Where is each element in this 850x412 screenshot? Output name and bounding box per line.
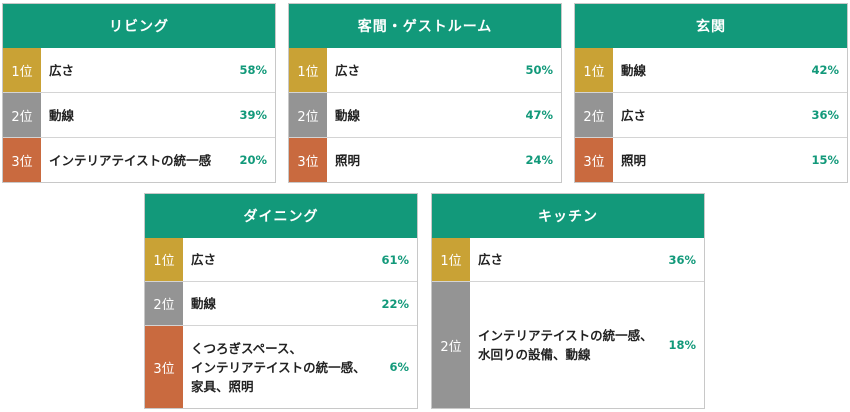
card-entrance: 玄関 1位 動線 42% 2位 広さ 36% 3位 照明 15% [574,3,848,183]
percentage: 47% [525,108,553,122]
percentage: 20% [239,153,267,167]
item-label: 動線 [49,107,75,123]
ranking-row: 1位 広さ 58% [3,48,275,92]
ranking-row: 3位 インテリアテイストの統一感 20% [3,137,275,182]
item-label: 広さ [49,62,75,78]
ranking-row: 1位 広さ 61% [145,238,417,281]
card-title: 客間・ゲストルーム [289,4,561,48]
percentage: 15% [811,153,839,167]
rank-badge: 1位 [3,48,41,92]
item-label: インテリアテイストの統一感 [49,152,212,168]
rank-badge: 3位 [575,138,613,182]
rank-badge: 1位 [432,238,470,281]
item-label: インテリアテイストの統一感、 水回りの設備、動線 [478,328,653,362]
card-guest-room: 客間・ゲストルーム 1位 広さ 50% 2位 動線 47% 3位 照明 24% [288,3,562,183]
item-label: 動線 [621,62,647,78]
ranking-row: 1位 広さ 36% [432,238,704,281]
ranking-row: 3位 照明 15% [575,137,847,182]
ranking-row: 3位 照明 24% [289,137,561,182]
rank-badge: 2位 [289,93,327,137]
rank-badge: 3位 [289,138,327,182]
item-label: 照明 [621,152,647,168]
rank-badge: 2位 [3,93,41,137]
card-kitchen: キッチン 1位 広さ 36% 2位 インテリアテイストの統一感、 水回りの設備、… [431,193,705,409]
card-dining: ダイニング 1位 広さ 61% 2位 動線 22% 3位 くつろぎスペース、 イ… [144,193,418,409]
percentage: 42% [811,63,839,77]
percentage: 36% [668,252,696,267]
rank-badge: 2位 [575,93,613,137]
ranking-row: 2位 インテリアテイストの統一感、 水回りの設備、動線 18% [432,281,704,408]
percentage: 50% [525,63,553,77]
ranking-row: 2位 広さ 36% [575,92,847,137]
ranking-row: 3位 くつろぎスペース、 インテリアテイストの統一感、 家具、照明 6% [145,325,417,408]
ranking-row: 2位 動線 47% [289,92,561,137]
rank-badge: 2位 [432,282,470,408]
card-title: キッチン [432,194,704,238]
percentage: 18% [668,338,696,352]
percentage: 36% [811,108,839,122]
rank-badge: 2位 [145,282,183,325]
item-label: 広さ [335,62,361,78]
rank-badge: 1位 [575,48,613,92]
item-label: くつろぎスペース、 インテリアテイストの統一感、 家具、照明 [191,340,366,394]
card-title: ダイニング [145,194,417,238]
ranking-row: 1位 広さ 50% [289,48,561,92]
item-label: 広さ [621,107,647,123]
card-title: リビング [3,4,275,48]
rank-badge: 3位 [145,326,183,408]
item-label: 照明 [335,152,361,168]
rank-badge: 1位 [289,48,327,92]
percentage: 61% [381,252,409,267]
ranking-row: 2位 動線 22% [145,281,417,325]
percentage: 58% [239,63,267,77]
item-label: 広さ [191,252,217,267]
item-label: 動線 [335,107,361,123]
item-label: 動線 [191,296,217,311]
ranking-row: 2位 動線 39% [3,92,275,137]
rank-badge: 3位 [3,138,41,182]
card-title: 玄関 [575,4,847,48]
percentage: 22% [381,296,409,311]
card-living: リビング 1位 広さ 58% 2位 動線 39% 3位 インテリアテイストの統一… [2,3,276,183]
rank-badge: 1位 [145,238,183,281]
percentage: 39% [239,108,267,122]
percentage: 24% [525,153,553,167]
ranking-row: 1位 動線 42% [575,48,847,92]
percentage: 6% [389,360,409,374]
item-label: 広さ [478,252,504,267]
